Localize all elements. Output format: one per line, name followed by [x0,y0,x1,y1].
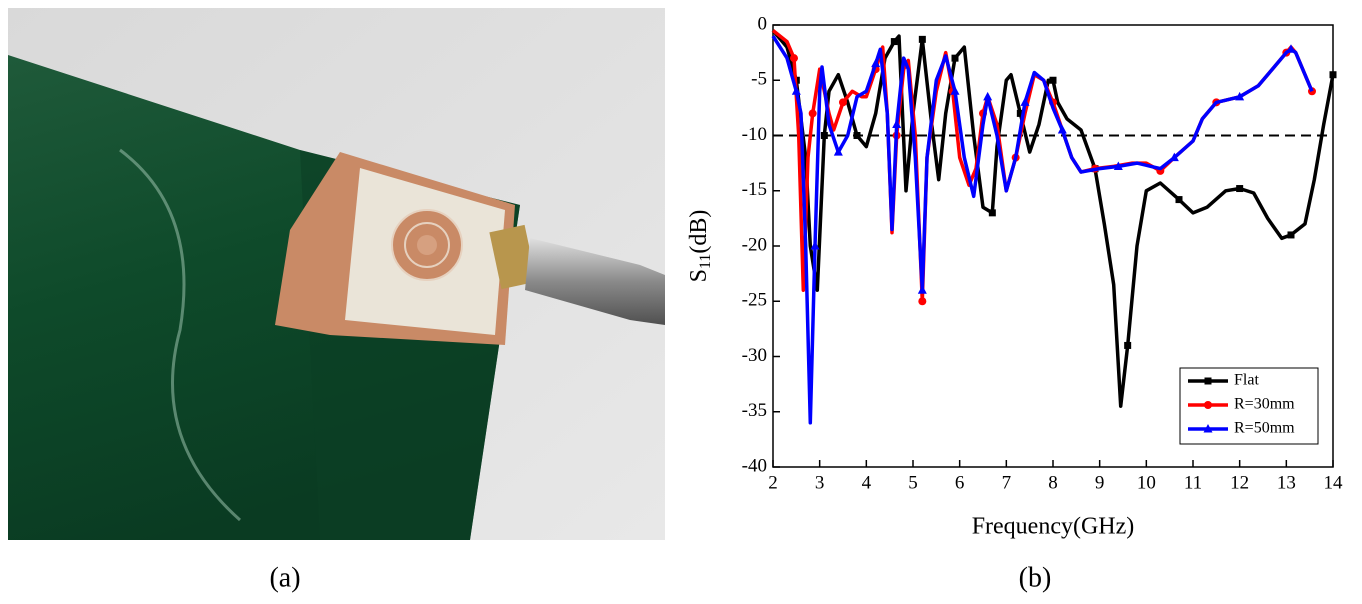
x-tick-label: 12 [1230,472,1249,493]
caption: (b) [1019,562,1052,593]
legend-marker [1204,401,1212,409]
marker [918,297,927,306]
marker [1235,91,1245,101]
x-tick-label: 14 [1324,472,1344,493]
marker [1236,185,1244,193]
marker [871,58,881,68]
y-tick-label: -25 [742,290,767,311]
marker [1329,71,1337,79]
legend-label: R=30mm [1234,396,1295,413]
caption: (a) [269,562,300,593]
legend-marker [1203,424,1213,433]
marker [1020,97,1030,106]
x-axis-label: Frequency(GHz) [972,514,1135,540]
series-line [771,35,1314,425]
y-axis-label: S11(dB) [686,210,714,283]
marker [1113,161,1123,170]
marker [1016,109,1024,117]
marker [853,132,861,139]
marker [1169,152,1179,162]
marker [791,86,801,95]
marker [790,54,798,63]
marker [808,109,817,118]
y-tick-label: -40 [742,455,767,476]
x-tick-label: 8 [1048,472,1058,493]
legend-label: R=50mm [1234,420,1295,437]
x-tick-label: 5 [908,472,918,493]
series-line [771,29,1335,408]
legend-marker [1204,377,1212,385]
y-label-part: (dB) [686,210,712,254]
photo [8,8,665,540]
x-tick-label: 13 [1277,472,1296,493]
marker [1057,124,1067,134]
x-tick-label: 9 [1095,472,1105,493]
marker [983,91,993,101]
x-tick-label: 11 [1184,472,1202,493]
marker [950,86,960,95]
x-tick-label: 10 [1137,472,1156,493]
y-label-part: S [686,269,712,282]
marker [917,285,927,294]
marker [1286,44,1296,53]
marker [820,132,828,139]
y-tick-label: -35 [742,400,767,421]
marker [1287,231,1295,239]
marker [1175,196,1183,204]
x-tick-label: 3 [815,472,825,493]
y-label-subscript: 11 [697,254,714,269]
y-tick-label: -20 [742,234,767,255]
marker [839,98,847,107]
marker [890,38,898,46]
x-tick-label: 2 [768,472,778,493]
x-tick-label: 4 [862,472,872,493]
marker [988,209,996,217]
y-tick-label: -5 [751,69,767,90]
series-line [771,29,1314,304]
y-tick-label: -15 [742,179,767,200]
marker [833,147,843,156]
y-tick-label: -30 [742,345,767,366]
marker [810,241,820,250]
y-tick-label: -10 [742,124,767,145]
marker [951,54,959,62]
marker [1049,76,1057,84]
marker [1124,341,1132,349]
legend-label: Flat [1234,372,1259,389]
marker [918,35,926,43]
marker [892,119,902,128]
x-tick-label: 7 [1002,472,1012,493]
y-tick-label: 0 [758,13,768,34]
x-tick-label: 6 [955,472,965,493]
